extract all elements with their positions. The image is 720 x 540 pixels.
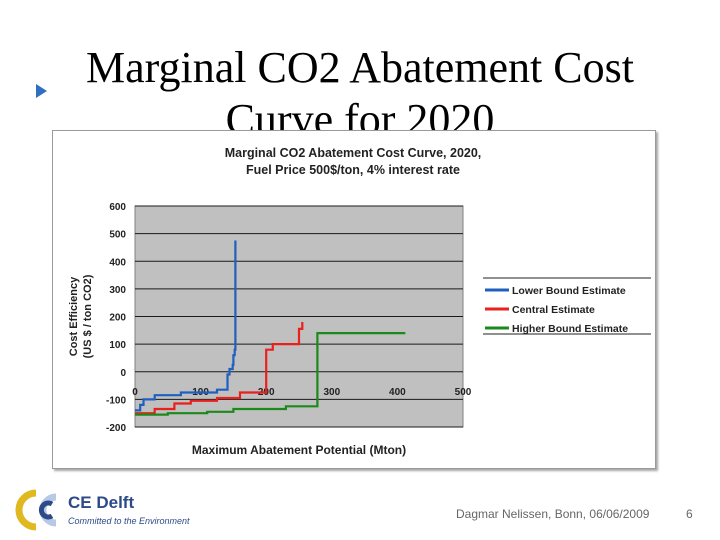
logo-tagline: Committed to the Environment (68, 516, 190, 526)
y-tick-label: 100 (109, 340, 126, 351)
y-tick-label: -200 (106, 423, 126, 434)
slide-bullet-icon (36, 84, 47, 98)
page-number: 6 (686, 507, 693, 521)
y-tick-label: 500 (109, 230, 126, 241)
y-tick-label: -100 (106, 395, 126, 406)
chart-title-line-2: Fuel Price 500$/ton, 4% interest rate (246, 163, 460, 177)
chart-svg: Marginal CO2 Abatement Cost Curve, 2020,… (68, 146, 651, 457)
series-line (135, 332, 406, 416)
x-tick-label: 0 (132, 387, 138, 398)
x-tick-label: 500 (455, 387, 472, 398)
y-tick-label: 400 (109, 257, 126, 268)
y-tick-label: 200 (109, 313, 126, 324)
y-tick-label: 0 (120, 368, 126, 379)
chart-title-line-1: Marginal CO2 Abatement Cost Curve, 2020, (225, 146, 482, 160)
series-line (135, 240, 237, 412)
legend: Lower Bound Estimate Central Estimate High… (483, 277, 651, 335)
logo-name: CE Delft (68, 493, 135, 512)
gridlines (135, 205, 463, 428)
x-tick-label: 400 (389, 387, 406, 398)
series-lines (135, 240, 406, 416)
series-line (135, 322, 304, 415)
y-axis-label-line-1: Cost Efficiency (68, 276, 80, 356)
ce-delft-logo-icon (15, 489, 57, 531)
legend-label: Higher Bound Estimate (512, 323, 628, 335)
chart-container: Marginal CO2 Abatement Cost Curve, 2020,… (52, 130, 656, 469)
x-axis-label: Maximum Abatement Potential (Mton) (192, 443, 406, 457)
legend-label: Lower Bound Estimate (512, 285, 626, 297)
x-tick-label: 300 (323, 387, 340, 398)
footer-text: Dagmar Nelissen, Bonn, 06/06/2009 (456, 507, 650, 521)
y-tick-label: 600 (109, 202, 126, 213)
y-axis-label-line-2: (US $ / ton CO2) (82, 274, 94, 358)
legend-label: Central Estimate (512, 304, 595, 316)
y-tick-label: 300 (109, 285, 126, 296)
